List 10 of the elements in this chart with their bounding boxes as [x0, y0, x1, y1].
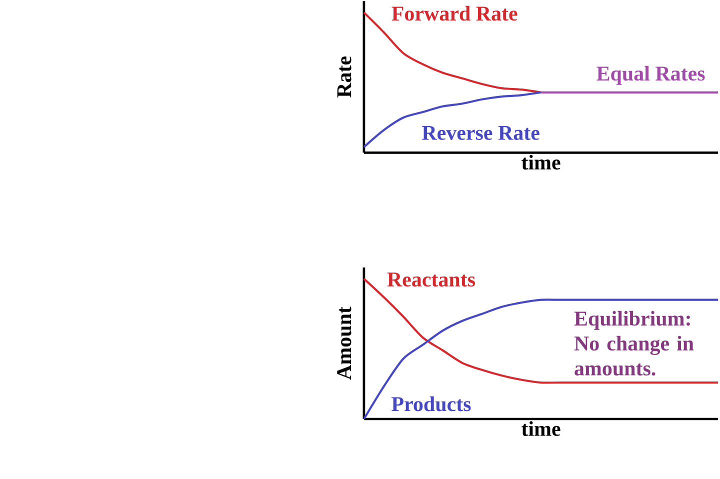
series-label: Reactants [387, 272, 476, 286]
series-label: Reverse Rate [422, 126, 540, 140]
x-axis-title: time [522, 421, 560, 436]
y-axis-title: Amount [337, 306, 352, 380]
y-axis-title: Rate [337, 56, 352, 98]
series-label: Equal Rates [596, 66, 705, 85]
x-axis-title: time [522, 154, 560, 170]
series-label: Products [392, 396, 471, 412]
series-label: Forward Rate [392, 6, 518, 21]
annotation: Equilibrium: No change in amounts. [574, 310, 694, 376]
